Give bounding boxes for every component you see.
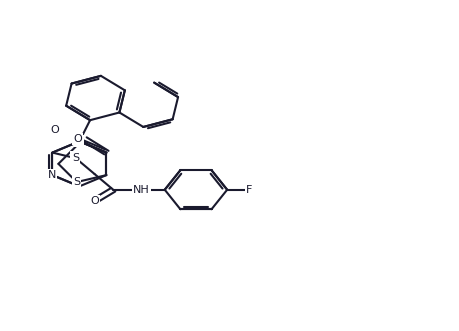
Text: S: S: [73, 177, 80, 187]
Text: S: S: [71, 152, 78, 162]
Text: N: N: [75, 136, 84, 146]
Text: N: N: [48, 170, 56, 180]
Text: NH: NH: [133, 185, 150, 195]
Text: O: O: [50, 125, 59, 135]
Text: O: O: [90, 196, 99, 206]
Text: O: O: [73, 134, 82, 144]
Text: S: S: [72, 153, 79, 163]
Text: F: F: [246, 185, 252, 195]
